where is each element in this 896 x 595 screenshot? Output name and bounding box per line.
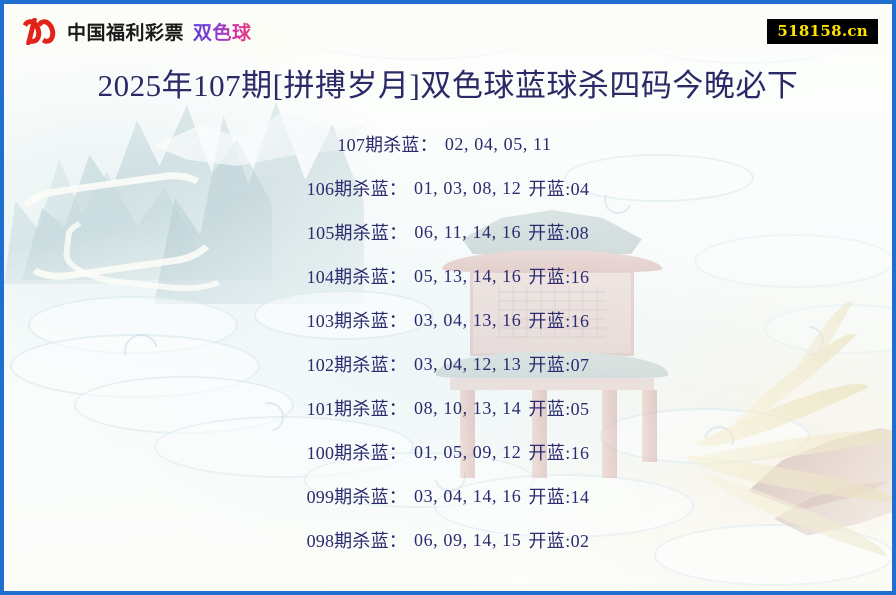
period-label: 101期杀蓝： bbox=[306, 399, 407, 419]
period-label: 100期杀蓝： bbox=[306, 443, 407, 463]
list-item: 107期杀蓝： 02, 04, 05, 11 bbox=[4, 122, 892, 166]
killed-numbers: 01, 05, 09, 12 bbox=[413, 441, 522, 462]
killed-numbers: 08, 10, 13, 14 bbox=[413, 397, 522, 418]
list-item: 098期杀蓝： 06, 09, 14, 15 开蓝:02 bbox=[4, 518, 892, 562]
killed-numbers: 02, 04, 05, 11 bbox=[444, 133, 552, 154]
killed-numbers: 03, 04, 12, 13 bbox=[413, 353, 522, 374]
period-label: 106期杀蓝： bbox=[306, 179, 407, 199]
killed-numbers: 03, 04, 14, 16 bbox=[413, 485, 522, 506]
drawn-blue-ball: 开蓝:08 bbox=[528, 223, 590, 243]
site-header: 中国福利彩票 双色球 518158.cn bbox=[4, 4, 892, 58]
list-item: 105期杀蓝： 06, 11, 14, 16 开蓝:08 bbox=[4, 210, 892, 254]
period-label: 105期杀蓝： bbox=[306, 223, 408, 243]
period-label: 099期杀蓝： bbox=[306, 487, 407, 507]
killed-numbers: 01, 03, 08, 12 bbox=[413, 177, 522, 198]
list-item: 100期杀蓝： 01, 05, 09, 12 开蓝:16 bbox=[4, 430, 892, 474]
brand-name: 中国福利彩票 bbox=[67, 21, 185, 44]
killed-numbers: 06, 11, 14, 16 bbox=[414, 221, 522, 242]
drawn-blue-ball: 开蓝:16 bbox=[528, 311, 590, 331]
prediction-list: 107期杀蓝： 02, 04, 05, 11 106期杀蓝： 01, 03, 0… bbox=[4, 122, 892, 562]
brand-lockup[interactable]: 中国福利彩票 双色球 bbox=[18, 16, 252, 46]
brand-product: 双色球 bbox=[193, 18, 252, 45]
period-label: 104期杀蓝： bbox=[306, 267, 407, 287]
drawn-blue-ball: 开蓝:16 bbox=[528, 443, 590, 463]
drawn-blue-ball: 开蓝:07 bbox=[528, 355, 590, 375]
killed-numbers: 05, 13, 14, 16 bbox=[413, 265, 522, 286]
list-item: 103期杀蓝： 03, 04, 13, 16 开蓝:16 bbox=[4, 298, 892, 342]
drawn-blue-ball: 开蓝:02 bbox=[528, 531, 590, 551]
killed-numbers: 06, 09, 14, 15 bbox=[413, 529, 522, 550]
period-label: 098期杀蓝： bbox=[306, 531, 407, 551]
drawn-blue-ball: 开蓝:14 bbox=[528, 487, 590, 507]
list-item: 099期杀蓝： 03, 04, 14, 16 开蓝:14 bbox=[4, 474, 892, 518]
period-label: 102期杀蓝： bbox=[306, 355, 407, 375]
china-welfare-lottery-logo-icon bbox=[18, 16, 59, 46]
drawn-blue-ball: 开蓝:05 bbox=[528, 399, 590, 419]
list-item: 106期杀蓝： 01, 03, 08, 12 开蓝:04 bbox=[4, 166, 892, 210]
list-item: 104期杀蓝： 05, 13, 14, 16 开蓝:16 bbox=[4, 254, 892, 298]
list-item: 102期杀蓝： 03, 04, 12, 13 开蓝:07 bbox=[4, 342, 892, 386]
drawn-blue-ball: 开蓝:16 bbox=[528, 267, 590, 287]
drawn-blue-ball: 开蓝:04 bbox=[528, 179, 590, 199]
site-domain-badge[interactable]: 518158.cn bbox=[767, 18, 878, 44]
period-label: 103期杀蓝： bbox=[306, 311, 407, 331]
page-title: 2025年107期[拼搏岁月]双色球蓝球杀四码今晚必下 bbox=[97, 68, 799, 103]
list-item: 101期杀蓝： 08, 10, 13, 14 开蓝:05 bbox=[4, 386, 892, 430]
period-label: 107期杀蓝： bbox=[337, 135, 438, 155]
killed-numbers: 03, 04, 13, 16 bbox=[413, 309, 522, 330]
